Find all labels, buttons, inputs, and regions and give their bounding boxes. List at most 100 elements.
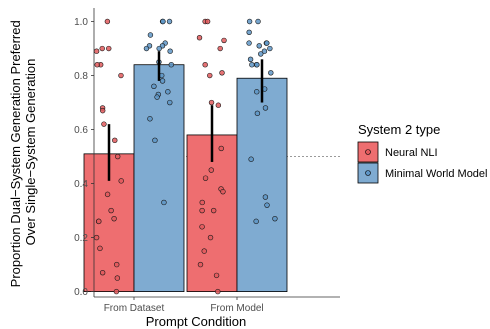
- data-point: [255, 18, 261, 25]
- data-point: [262, 105, 269, 111]
- data-point: [108, 207, 114, 214]
- data-point: [143, 45, 150, 52]
- axes-layer: 0.0 0.2 0.4 0.6 0.8 1.0 From Dataset From Model: [74, 8, 340, 314]
- data-point: [253, 218, 259, 225]
- legend-label-minimal-world-model: Minimal World Model: [385, 168, 488, 180]
- data-point: [154, 94, 160, 100]
- data-point: [249, 62, 255, 68]
- data-point: [207, 72, 213, 79]
- y-tick-label: 0.6: [74, 125, 88, 136]
- data-point: [104, 191, 111, 198]
- data-point: [213, 272, 220, 279]
- y-tick-label: 1.0: [74, 17, 88, 28]
- data-point: [254, 110, 261, 117]
- data-point: [217, 45, 223, 52]
- data-point: [220, 188, 226, 195]
- y-axis-title-line-2: Over Single−System Generation: [23, 59, 38, 246]
- data-point: [156, 45, 162, 52]
- y-axis-title-line-1: Proportion Dual−System Generation Prefer…: [8, 20, 23, 287]
- y-tick-label: 0.0: [74, 287, 88, 298]
- data-point: [118, 72, 124, 79]
- bar-minimal-world-model-from-dataset: [133, 64, 185, 292]
- data-point: [267, 45, 273, 52]
- data-point: [114, 261, 120, 268]
- data-point: [248, 156, 254, 162]
- data-point: [101, 121, 107, 127]
- data-point: [210, 207, 217, 214]
- legend-title: System 2 type: [358, 122, 440, 137]
- data-point: [151, 83, 157, 90]
- data-point: [218, 145, 224, 152]
- y-axis-title: Proportion Dual−System Generation Prefer…: [8, 17, 38, 288]
- data-point: [104, 18, 111, 25]
- data-point: [152, 137, 158, 144]
- y-tick-label: 0.8: [74, 71, 88, 82]
- data-point: [256, 43, 262, 49]
- data-point: [147, 116, 153, 122]
- data-point: [268, 70, 274, 76]
- data-point: [147, 32, 154, 38]
- data-point: [159, 78, 166, 84]
- data-point: [199, 199, 205, 206]
- data-point: [161, 199, 167, 206]
- points-layer: [93, 18, 278, 295]
- data-point: [118, 178, 124, 184]
- data-point: [202, 62, 208, 68]
- data-point: [207, 234, 214, 241]
- data-point: [99, 269, 106, 276]
- y-tick-label: 0.2: [74, 233, 88, 244]
- legend-key-minimal-world-model-point: [365, 170, 371, 176]
- data-point: [112, 137, 118, 144]
- data-point: [97, 245, 103, 252]
- data-point: [96, 218, 102, 225]
- data-point: [113, 288, 120, 295]
- data-point: [221, 37, 227, 44]
- error-bars-layer: [107, 51, 264, 181]
- data-point: [167, 48, 173, 54]
- data-point: [111, 215, 117, 222]
- data-point: [115, 153, 121, 160]
- data-point: [199, 224, 205, 230]
- data-point: [254, 62, 260, 68]
- data-point: [261, 48, 268, 54]
- legend-label-neural-nli: Neural NLI: [385, 147, 438, 159]
- data-point: [254, 89, 260, 95]
- data-point: [197, 261, 204, 268]
- data-point: [246, 40, 252, 46]
- x-tick-label: From Dataset: [104, 303, 165, 314]
- data-point: [246, 18, 253, 25]
- data-point: [165, 89, 171, 95]
- data-point: [167, 99, 173, 106]
- data-point: [246, 29, 252, 36]
- data-point: [262, 194, 269, 200]
- data-point: [208, 167, 214, 173]
- legend: System 2 type Neural NLI Minimal World M…: [357, 122, 488, 184]
- data-point: [264, 40, 270, 46]
- data-point: [106, 45, 112, 52]
- data-point: [272, 215, 278, 222]
- data-point: [219, 70, 225, 76]
- data-point: [264, 202, 270, 208]
- data-point: [247, 56, 254, 63]
- data-point: [208, 99, 215, 106]
- bar-minimal-world-model-from-model: [236, 77, 288, 292]
- legend-key-neural-nli-point: [365, 149, 371, 155]
- data-point: [215, 288, 221, 295]
- data-point: [93, 48, 100, 54]
- data-point: [168, 62, 174, 68]
- data-point: [204, 18, 211, 25]
- data-point: [100, 107, 106, 114]
- data-point: [166, 18, 173, 25]
- data-point: [202, 175, 209, 181]
- data-point: [99, 45, 105, 52]
- data-point: [93, 234, 100, 241]
- data-point: [160, 18, 166, 25]
- data-point: [199, 207, 205, 214]
- y-tick-label: 0.4: [74, 179, 88, 190]
- data-point: [196, 35, 203, 41]
- data-point: [215, 102, 222, 108]
- data-point: [94, 62, 100, 68]
- data-point: [114, 275, 121, 281]
- x-axis-title: Prompt Condition: [146, 314, 246, 329]
